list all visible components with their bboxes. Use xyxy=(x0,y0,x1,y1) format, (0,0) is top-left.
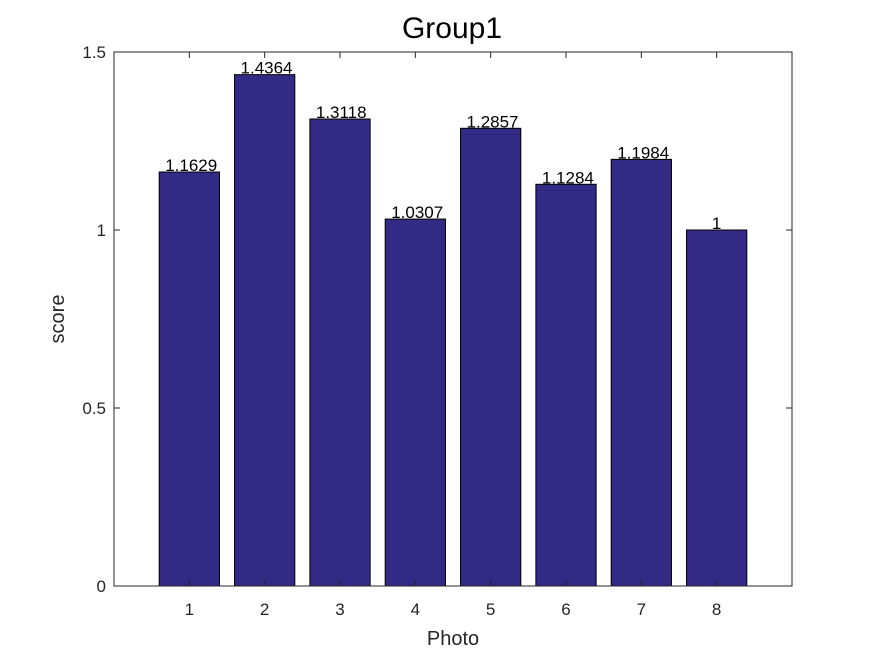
data-label-photo-4: 1.0307 xyxy=(391,203,443,222)
y-axis-label: score xyxy=(47,295,69,344)
x-tick-label-1: 1 xyxy=(185,600,194,619)
y-tick-label: 0 xyxy=(97,577,106,596)
data-labels-group: 1.1629 1.4364 1.3118 1.0307 1.2857 1.1284 1.19… xyxy=(165,59,721,233)
bar-photo-7 xyxy=(610,158,672,587)
data-label-photo-8: 1 xyxy=(712,214,721,233)
bar-photo-4 xyxy=(384,218,446,587)
bar-photo-1 xyxy=(158,171,220,587)
plot-box xyxy=(113,51,793,587)
y-tick-label: 0.5 xyxy=(82,399,106,418)
x-tick-label-5: 5 xyxy=(486,600,495,619)
bar-photo-8 xyxy=(686,229,748,587)
data-label-photo-7: 1.1984 xyxy=(617,143,669,162)
x-tick-label-6: 6 xyxy=(561,600,570,619)
x-tick-label-2: 2 xyxy=(260,600,269,619)
x-tick-label-8: 8 xyxy=(712,600,721,619)
data-label-photo-5: 1.2857 xyxy=(467,112,519,131)
x-axis-label: Photo xyxy=(427,628,479,650)
y-axis-ticks: 0 0.5 1 1.5 xyxy=(82,43,792,596)
x-axis-ticks: 1 2 3 4 5 6 7 8 xyxy=(185,52,721,619)
data-label-photo-1: 1.1629 xyxy=(165,156,217,175)
data-label-photo-3: 1.3118 xyxy=(316,103,367,122)
bars-group xyxy=(158,74,748,587)
x-tick-label-7: 7 xyxy=(637,600,646,619)
chart-title: Group1 xyxy=(402,12,502,45)
x-tick-label-3: 3 xyxy=(335,600,344,619)
data-label-photo-2: 1.4364 xyxy=(241,59,293,78)
bar-photo-2 xyxy=(234,74,296,587)
x-tick-label-4: 4 xyxy=(411,600,420,619)
y-tick-label: 1 xyxy=(97,221,106,240)
data-label-photo-6: 1.1284 xyxy=(542,168,594,187)
bar-photo-5 xyxy=(460,127,522,587)
y-tick-label: 1.5 xyxy=(82,43,106,62)
bar-photo-6 xyxy=(535,183,597,587)
bar-photo-3 xyxy=(309,118,371,587)
